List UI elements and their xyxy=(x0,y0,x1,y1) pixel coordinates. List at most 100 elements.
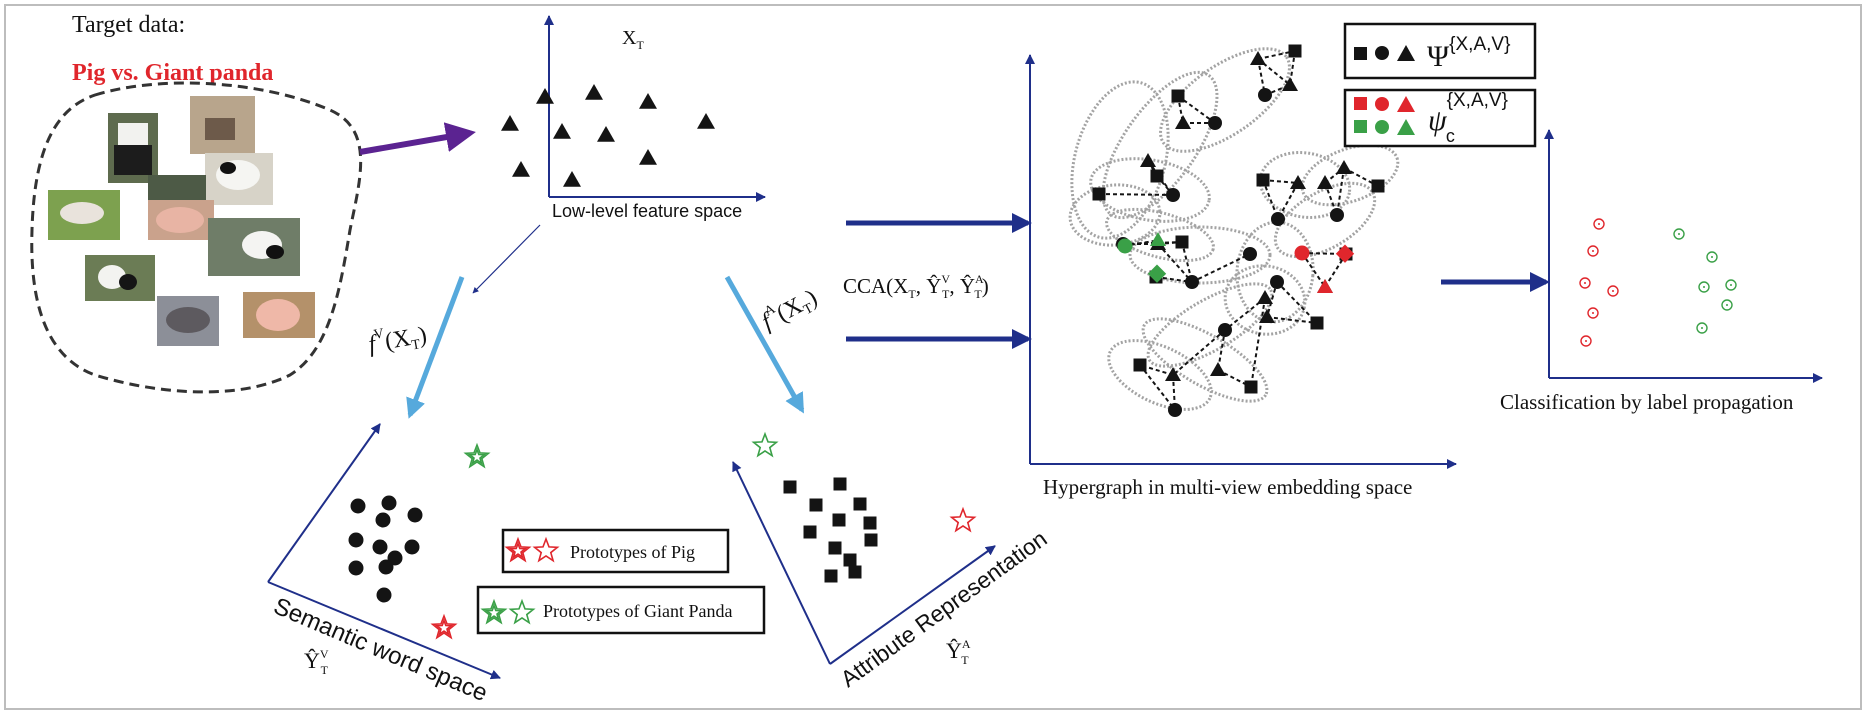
classified-point-center xyxy=(1703,286,1705,288)
sample-square xyxy=(809,498,823,512)
hypergraph-link xyxy=(1172,329,1226,376)
prototype-star xyxy=(751,431,779,458)
node-triangle xyxy=(1317,175,1333,189)
node-square xyxy=(1133,358,1147,372)
hyperedge xyxy=(1300,143,1400,207)
sample-dot xyxy=(407,507,423,523)
sample-images xyxy=(48,96,315,346)
hyperedge xyxy=(1068,183,1162,247)
hyperedge xyxy=(1128,225,1272,285)
sample-dot xyxy=(348,560,364,576)
node-square xyxy=(1244,380,1258,394)
node-triangle xyxy=(1336,160,1352,174)
sample-dot xyxy=(375,512,391,528)
sample-square xyxy=(848,565,862,579)
classified-point-center xyxy=(1678,233,1680,235)
node-square xyxy=(1092,187,1106,201)
psi-big-symbol: Ψ{X,A,V} xyxy=(1427,34,1510,73)
classified-point xyxy=(1673,228,1685,240)
hypergraph-link xyxy=(1139,364,1176,411)
node-square xyxy=(1175,235,1189,249)
classified-point xyxy=(1580,335,1592,347)
node-circle xyxy=(1243,247,1257,261)
hypergraph-link xyxy=(1250,297,1266,388)
attribute-mapping-arrow xyxy=(724,275,805,414)
legend-star-inner xyxy=(484,603,504,621)
sample-triangle xyxy=(597,126,615,142)
low-level-label: Low-level feature space xyxy=(552,201,742,221)
sample-triangle xyxy=(553,123,571,139)
hyperedge xyxy=(1223,264,1307,336)
legend-pig-icons xyxy=(504,536,560,563)
classified-point xyxy=(1725,279,1737,291)
semantic-space-label: Semantic word space xyxy=(270,593,492,708)
node-circle xyxy=(1270,275,1284,289)
classified-point xyxy=(1579,277,1591,289)
legend-pig-label: Prototypes of Pig xyxy=(570,542,695,562)
semantic-y-label: ŶV T xyxy=(304,647,329,677)
node-circle xyxy=(1271,212,1285,226)
labeled-node-red xyxy=(1317,279,1333,293)
classified-point-center xyxy=(1585,340,1587,342)
low-level-samples xyxy=(501,84,715,187)
hypergraph-link xyxy=(1098,193,1174,196)
node-square xyxy=(1310,316,1324,330)
sample-square xyxy=(833,477,847,491)
xt-label: XT xyxy=(622,27,644,52)
semantic-mapping-arrow xyxy=(406,276,465,419)
prototype-star-inner xyxy=(434,618,454,636)
node-circle xyxy=(1218,323,1232,337)
sample-triangle xyxy=(697,113,715,129)
hypergraph-link xyxy=(1266,281,1278,318)
classified-point xyxy=(1587,307,1599,319)
node-square xyxy=(1150,169,1164,183)
figure-frame xyxy=(4,4,1862,710)
sample-square xyxy=(832,513,846,527)
classified-point-center xyxy=(1711,256,1713,258)
node-triangle xyxy=(1259,309,1275,323)
classified-point-center xyxy=(1701,327,1703,329)
attribute-samples xyxy=(783,477,878,583)
sample-dot xyxy=(348,532,364,548)
hypergraph-axes xyxy=(1025,54,1457,469)
target-to-feature-arrow xyxy=(359,122,476,155)
psi-small-symbol: ψ{X,A,V} c xyxy=(1428,90,1508,146)
classified-point-center xyxy=(1730,284,1732,286)
hyperedge xyxy=(1141,317,1269,403)
hyperedge xyxy=(1105,207,1215,263)
hypergraph-link xyxy=(1266,316,1318,324)
legend-panda-label: Prototypes of Giant Panda xyxy=(543,601,732,621)
sample-triangle xyxy=(639,93,657,109)
sample-dot xyxy=(376,587,392,603)
psi-legend: Ψ{X,A,V} ψ{X,A,V} c xyxy=(1343,22,1537,148)
classified-point-center xyxy=(1592,312,1594,314)
target-image-region xyxy=(30,81,363,394)
sample-square xyxy=(863,516,877,530)
classification-axes xyxy=(1544,129,1823,383)
classified-point-center xyxy=(1592,250,1594,252)
hypergraph-label: Hypergraph in multi-view embedding space xyxy=(1043,475,1412,499)
semantic-panda-prototype-star xyxy=(463,442,491,469)
classified-point xyxy=(1607,285,1619,297)
attribute-space-label: Attribute Representation xyxy=(836,525,1052,692)
node-circle xyxy=(1208,116,1222,130)
node-triangle xyxy=(1282,77,1298,91)
labeled-node-green xyxy=(1150,232,1166,246)
classification-label: Classification by label propagation xyxy=(1500,390,1794,414)
attribute-axes xyxy=(732,461,996,665)
node-square xyxy=(1371,179,1385,193)
node-triangle xyxy=(1257,290,1273,304)
hypergraph-links xyxy=(1098,50,1379,411)
attribute-pig-prototype-star xyxy=(949,506,977,533)
labeled-node-red xyxy=(1294,245,1310,261)
node-triangle xyxy=(1165,367,1181,381)
legend-star-inner xyxy=(508,541,528,559)
sample-triangle xyxy=(585,84,603,100)
labeled-node-green xyxy=(1117,238,1133,254)
classified-point xyxy=(1696,322,1708,334)
node-triangle xyxy=(1140,153,1156,167)
hypergraph-link xyxy=(1191,253,1251,283)
classified-point-center xyxy=(1612,290,1614,292)
psi-small-box xyxy=(1343,88,1537,148)
hypergraph-nodes xyxy=(1092,44,1385,417)
